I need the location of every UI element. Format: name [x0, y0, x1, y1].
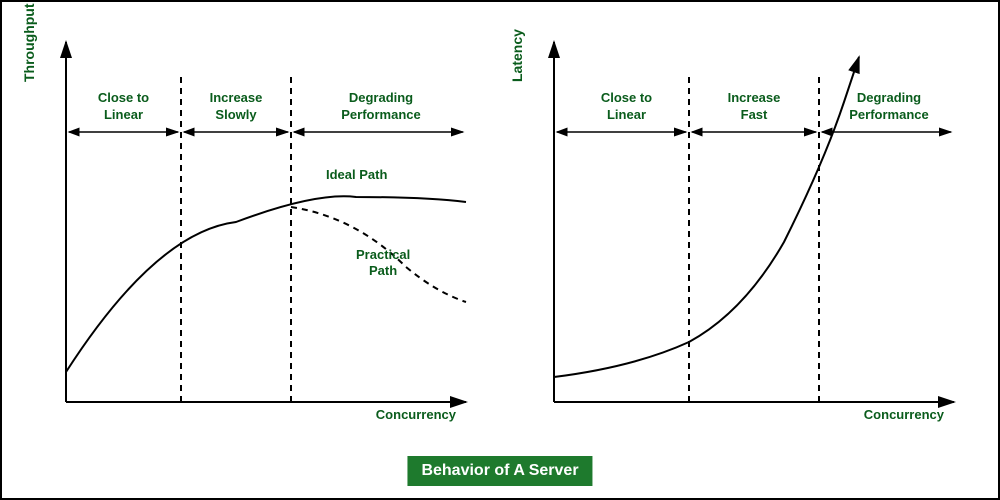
x-axis-label: Concurrency	[864, 407, 944, 422]
region-label-fast: IncreaseFast	[704, 90, 804, 124]
latency-svg	[514, 22, 974, 432]
latency-chart: Latency Concurrency Close toLinear Incre…	[514, 22, 974, 432]
ideal-path-curve	[66, 196, 466, 372]
ideal-path-label: Ideal Path	[326, 167, 387, 183]
throughput-svg	[26, 22, 486, 432]
region-label-linear: Close toLinear	[579, 90, 674, 124]
figure-caption: Behavior of A Server	[407, 456, 592, 486]
practical-path-label: PracticalPath	[356, 247, 410, 278]
x-axis-label: Concurrency	[376, 407, 456, 422]
region-label-degrade: DegradingPerformance	[829, 90, 949, 124]
region-label-linear: Close toLinear	[76, 90, 171, 124]
throughput-chart: Throughput Concurrency Close toLinear In…	[26, 22, 486, 432]
y-axis-label: Latency	[509, 29, 525, 82]
region-label-degrade: DegradingPerformance	[316, 90, 446, 124]
y-axis-label: Throughput	[21, 3, 37, 82]
chart-container: Throughput Concurrency Close toLinear In…	[2, 2, 998, 432]
region-label-slow: IncreaseSlowly	[191, 90, 281, 124]
